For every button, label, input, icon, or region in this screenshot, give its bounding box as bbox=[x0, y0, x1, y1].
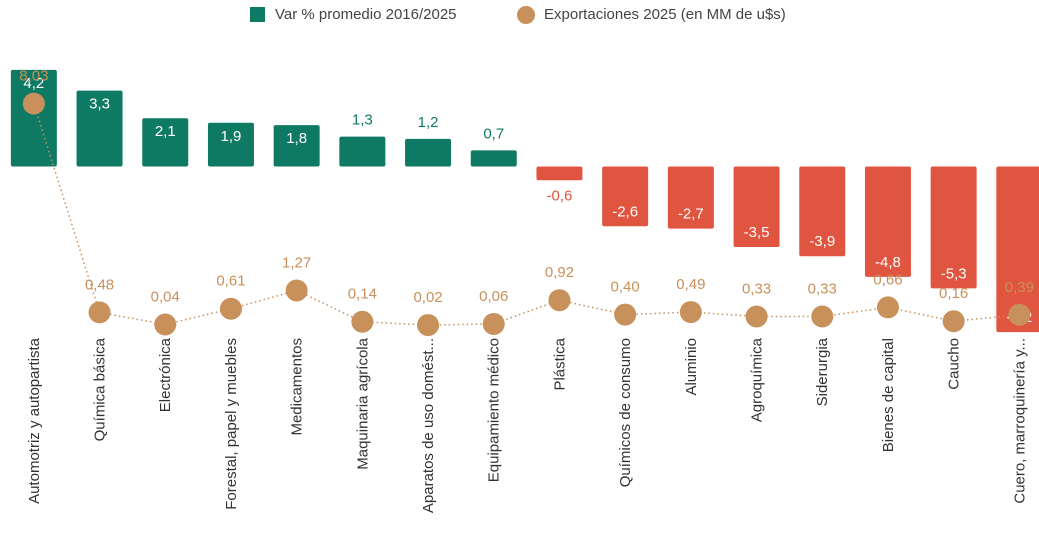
x-tick-label: Agroquímica bbox=[749, 337, 766, 422]
line-value-label: 0,16 bbox=[939, 285, 968, 302]
bar-value-label: -3,5 bbox=[744, 224, 770, 241]
bar-value-label: 2,1 bbox=[155, 123, 176, 140]
x-tick-label: Plástica bbox=[551, 337, 568, 390]
bar bbox=[207, 122, 254, 167]
line-point bbox=[811, 305, 834, 328]
line-point bbox=[351, 310, 374, 333]
legend-label: Var % promedio 2016/2025 bbox=[275, 6, 457, 23]
line-point bbox=[745, 305, 768, 328]
bar bbox=[76, 90, 123, 167]
bar bbox=[142, 118, 189, 167]
x-tick-label: Bienes de capital bbox=[880, 338, 897, 452]
line-point bbox=[548, 289, 571, 312]
bar-value-label: -5,3 bbox=[941, 265, 967, 282]
bar bbox=[536, 166, 583, 181]
line-point bbox=[219, 297, 242, 320]
bar-value-label: 1,2 bbox=[418, 114, 439, 131]
x-tick-label: Equipamiento médico bbox=[486, 338, 503, 482]
bar bbox=[273, 125, 320, 167]
legend-swatch-line bbox=[517, 6, 535, 24]
legend-swatch-bar bbox=[250, 7, 265, 22]
bar bbox=[864, 166, 911, 277]
line-value-label: 0,49 bbox=[676, 276, 705, 293]
bar bbox=[733, 166, 780, 247]
x-tick-label: Química básica bbox=[92, 337, 109, 441]
x-tick-label: Cuero, marroquinería y... bbox=[1011, 338, 1028, 504]
line-point bbox=[22, 92, 45, 115]
bar bbox=[339, 136, 386, 167]
line-value-label: 0,06 bbox=[479, 288, 508, 305]
bar bbox=[930, 166, 977, 289]
line-value-label: 0,02 bbox=[413, 289, 442, 306]
bar bbox=[10, 69, 57, 167]
bar bbox=[996, 166, 1039, 333]
line-point bbox=[876, 296, 899, 319]
bar bbox=[602, 166, 649, 227]
line-point bbox=[154, 313, 177, 336]
x-tick-label: Automotriz y autopartista bbox=[26, 337, 43, 504]
bar-value-label: -0,6 bbox=[547, 187, 573, 204]
line-point bbox=[679, 301, 702, 324]
line-point bbox=[942, 310, 965, 333]
x-tick-label: Siderurgia bbox=[814, 337, 831, 406]
x-tick-label: Aparatos de uso domést... bbox=[420, 338, 437, 513]
line-value-label: 0,33 bbox=[742, 280, 771, 297]
bar-value-label: 3,3 bbox=[89, 96, 110, 113]
bar bbox=[667, 166, 714, 229]
line-value-label: 0,14 bbox=[348, 286, 377, 303]
x-tick-label: Forestal, papel y muebles bbox=[223, 338, 240, 510]
line-value-label: 8,03 bbox=[19, 68, 48, 85]
x-tick-label: Aluminio bbox=[683, 338, 700, 396]
bar bbox=[470, 150, 517, 167]
line-value-label: 1,27 bbox=[282, 254, 311, 271]
line-value-label: 0,04 bbox=[151, 288, 180, 305]
bar-value-label: -3,9 bbox=[809, 233, 835, 250]
line-point bbox=[482, 312, 505, 335]
line-value-label: 0,33 bbox=[808, 280, 837, 297]
line-value-label: 0,92 bbox=[545, 264, 574, 281]
x-tick-label: Electrónica bbox=[157, 337, 174, 412]
x-tick-label: Maquinaria agrícola bbox=[354, 337, 371, 469]
line-point bbox=[417, 314, 440, 337]
bar-value-label: 0,7 bbox=[483, 125, 504, 142]
bar-value-label: -4,8 bbox=[875, 254, 901, 271]
bar-value-label: 1,8 bbox=[286, 130, 307, 147]
line-value-label: 0,39 bbox=[1005, 279, 1034, 296]
bar-value-label: 1,9 bbox=[221, 128, 242, 145]
x-tick-label: Químicos de consumo bbox=[617, 338, 634, 487]
line-point bbox=[1008, 303, 1031, 326]
line-point bbox=[88, 301, 111, 324]
bar bbox=[405, 138, 452, 167]
line-value-label: 0,61 bbox=[216, 273, 245, 290]
bar-value-label: -2,7 bbox=[678, 206, 704, 223]
line-value-label: 0,40 bbox=[611, 279, 640, 296]
legend-label: Exportaciones 2025 (en MM de u$s) bbox=[544, 6, 786, 23]
bar-value-label: 1,3 bbox=[352, 112, 373, 129]
bar-value-label: -2,6 bbox=[612, 203, 638, 220]
bar-value-label: 4,2 bbox=[23, 75, 44, 92]
bar bbox=[799, 166, 846, 257]
line-point bbox=[614, 303, 637, 326]
line-value-label: 0,66 bbox=[873, 271, 902, 288]
x-tick-label: Medicamentos bbox=[289, 338, 306, 436]
line-point bbox=[285, 279, 308, 302]
x-tick-label: Caucho bbox=[946, 338, 963, 390]
line-value-label: 0,48 bbox=[85, 276, 114, 293]
